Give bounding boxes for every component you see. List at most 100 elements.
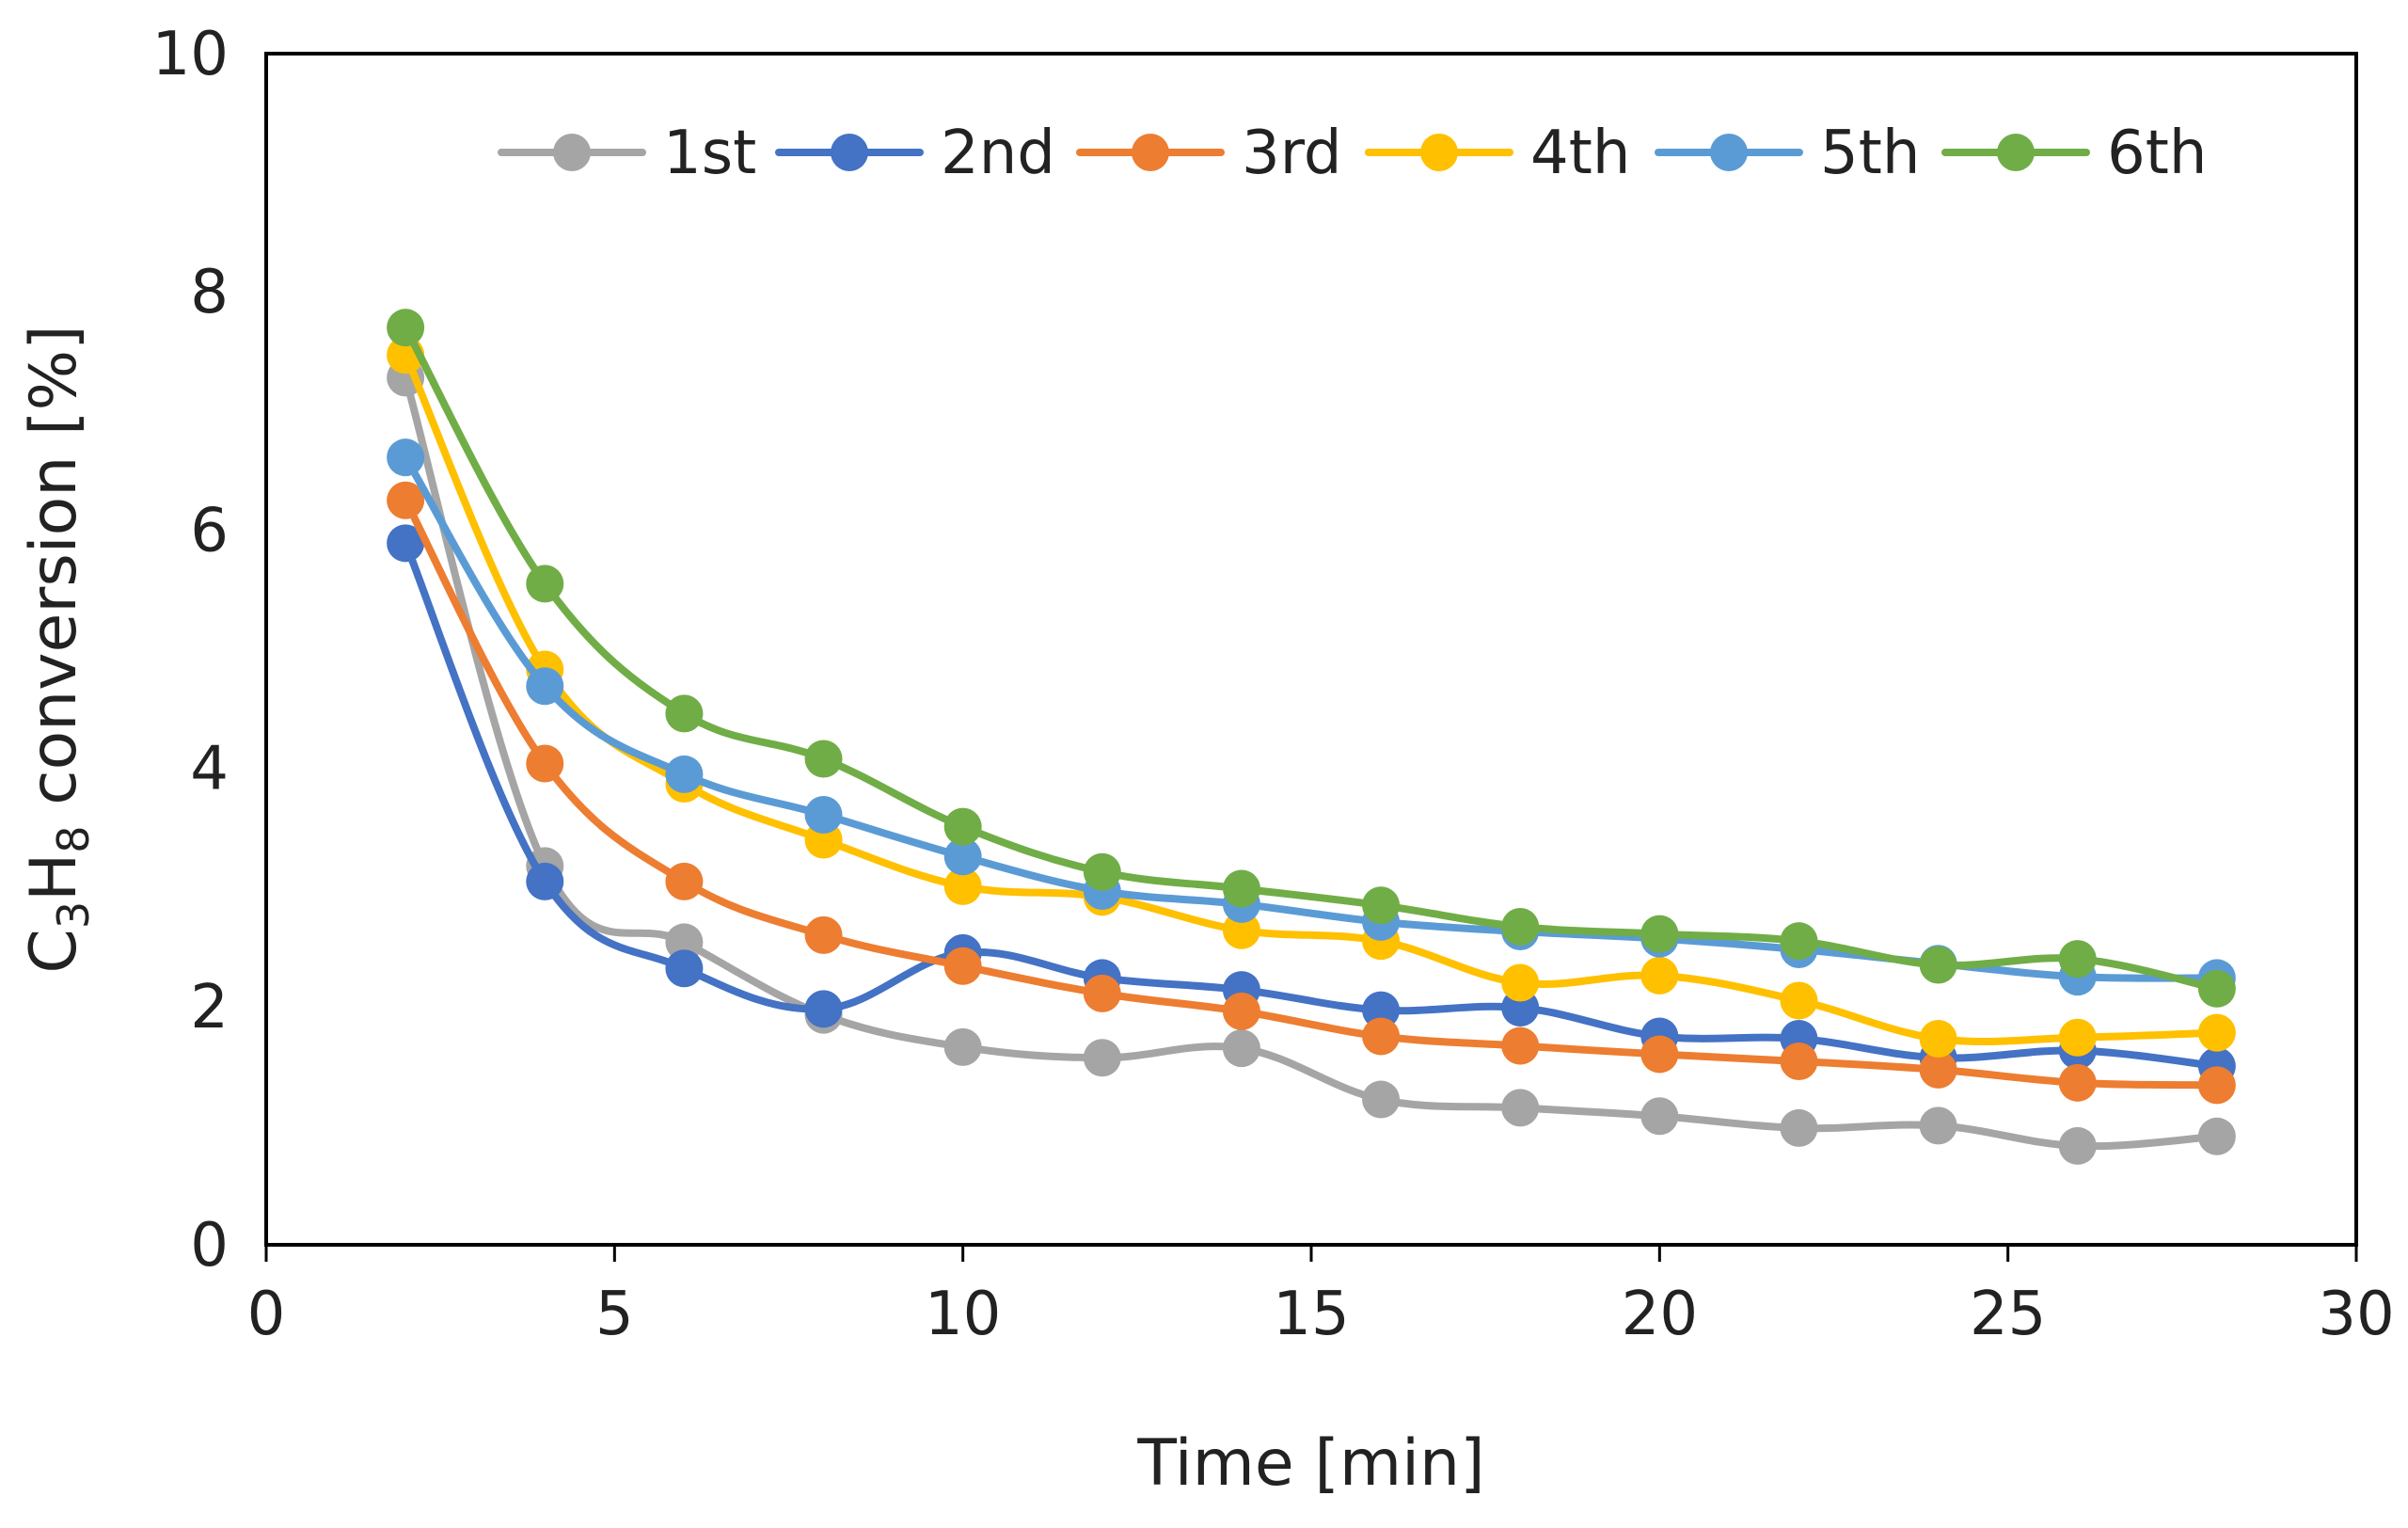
x-axis-title: Time [min]: [1136, 1426, 1484, 1501]
data-point-1st: [2197, 1117, 2236, 1155]
series-line-6th: [402, 324, 2221, 993]
legend-item-2nd: 2nd: [775, 119, 1055, 188]
data-point-1st: [665, 923, 704, 962]
data-point-2nd: [387, 524, 425, 563]
data-point-5th: [665, 755, 704, 793]
data-point-5th: [526, 667, 564, 706]
data-point-6th: [1362, 886, 1401, 925]
y-axis-title-subscript: 3: [48, 901, 99, 929]
x-tick-label: 30: [2318, 1280, 2394, 1349]
data-point-3rd: [804, 915, 843, 954]
data-point-6th: [1083, 852, 1121, 891]
data-point-6th: [1780, 922, 1818, 961]
legend-marker: [1710, 134, 1748, 171]
data-point-1st: [2058, 1126, 2097, 1165]
y-tick-label: 2: [190, 973, 229, 1043]
data-point-6th: [1501, 907, 1540, 946]
data-point-3rd: [1222, 992, 1260, 1030]
data-point-6th: [526, 565, 564, 603]
y-axis-title: C3H8 conversion [%]: [17, 325, 99, 973]
legend-label: 1st: [663, 119, 756, 188]
legend-label: 6th: [2107, 119, 2207, 188]
data-point-6th: [1919, 946, 1957, 984]
data-point-6th: [665, 694, 704, 733]
y-tick-label: 0: [190, 1211, 229, 1281]
data-point-4th: [1222, 911, 1260, 949]
x-tick-label: 20: [1622, 1280, 1698, 1349]
data-point-1st: [1780, 1108, 1818, 1147]
data-point-5th: [387, 438, 425, 477]
legend-marker: [553, 134, 591, 171]
data-point-3rd: [1362, 1017, 1401, 1056]
legend-item-4th: 4th: [1365, 119, 1630, 188]
data-point-3rd: [1640, 1035, 1679, 1074]
data-point-6th: [387, 309, 425, 347]
data-point-1st: [1919, 1106, 1957, 1145]
legend-item-6th: 6th: [1941, 119, 2207, 188]
series-line-3rd: [402, 496, 2221, 1090]
data-point-1st: [943, 1027, 982, 1066]
y-tick-label: 8: [190, 258, 229, 327]
data-point-5th: [943, 837, 982, 876]
data-point-3rd: [665, 862, 704, 900]
data-point-3rd: [1083, 974, 1121, 1012]
legend-label: 4th: [1530, 119, 1630, 188]
data-point-4th: [1919, 1019, 1957, 1058]
data-point-3rd: [1919, 1050, 1957, 1089]
data-point-4th: [1501, 963, 1540, 1002]
data-point-2nd: [1362, 991, 1401, 1029]
series-line-2nd: [402, 539, 2221, 1071]
x-tick-label: 10: [925, 1280, 1001, 1349]
series-2nd: [387, 524, 2236, 1086]
data-point-4th: [943, 867, 982, 905]
data-point-1st: [1501, 1089, 1540, 1127]
data-point-4th: [1640, 956, 1679, 995]
data-point-3rd: [943, 947, 982, 985]
x-tick-label: 15: [1273, 1280, 1349, 1349]
series-line-4th: [402, 351, 2221, 1046]
data-point-1st: [1362, 1080, 1401, 1119]
y-tick-label: 10: [152, 20, 229, 89]
series-3rd: [387, 481, 2236, 1105]
legend-marker: [831, 134, 868, 171]
x-tick-label: 0: [247, 1280, 286, 1349]
legend-label: 5th: [1820, 119, 1920, 188]
data-point-4th: [2197, 1013, 2236, 1052]
data-point-3rd: [1780, 1043, 1818, 1081]
data-point-4th: [1780, 981, 1818, 1020]
legend-marker: [1420, 134, 1458, 171]
data-point-6th: [1222, 869, 1260, 908]
data-point-6th: [2058, 940, 2097, 979]
data-point-3rd: [1501, 1027, 1540, 1065]
data-point-2nd: [665, 949, 704, 988]
y-axis-title-part: C: [17, 929, 91, 973]
legend-item-1st: 1st: [498, 119, 756, 188]
y-axis-title-subscript: 8: [48, 825, 99, 852]
legend-label: 2nd: [941, 119, 1055, 188]
x-tick-label: 25: [1970, 1280, 2046, 1349]
data-point-2nd: [804, 990, 843, 1028]
data-point-6th: [804, 740, 843, 778]
legend-marker: [1132, 134, 1169, 171]
data-point-3rd: [2058, 1063, 2097, 1102]
data-point-3rd: [387, 481, 425, 519]
data-point-2nd: [526, 862, 564, 900]
x-tick-label: 5: [595, 1280, 634, 1349]
data-point-3rd: [2197, 1066, 2236, 1105]
y-tick-label: 6: [190, 496, 229, 565]
series-4th: [387, 336, 2236, 1058]
data-point-5th: [804, 795, 843, 834]
series-5th: [387, 438, 2236, 997]
legend-label: 3rd: [1242, 119, 1342, 188]
data-point-6th: [943, 807, 982, 846]
y-axis-title-part: conversion [%]: [17, 325, 91, 825]
data-point-6th: [2197, 969, 2236, 1008]
data-point-1st: [1640, 1097, 1679, 1136]
data-point-4th: [2058, 1018, 2097, 1057]
data-point-1st: [1083, 1039, 1121, 1077]
data-point-1st: [1222, 1029, 1260, 1068]
series-6th: [387, 309, 2236, 1008]
plot-area-frame: [264, 52, 2358, 1247]
